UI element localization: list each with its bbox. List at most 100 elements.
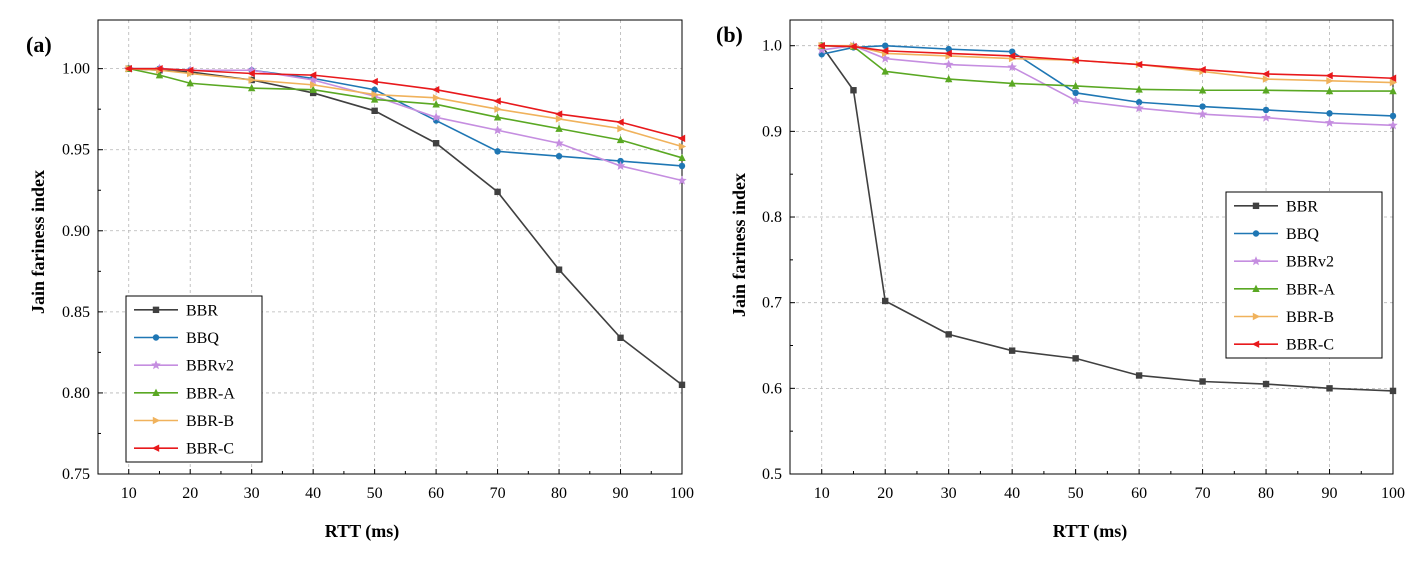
data-point xyxy=(1007,52,1016,60)
series-bbr-c xyxy=(124,64,686,143)
data-point xyxy=(371,107,378,114)
data-point xyxy=(616,135,625,144)
data-point xyxy=(1262,106,1270,114)
data-point xyxy=(944,49,952,58)
x-tick-label: 50 xyxy=(367,485,383,502)
series-bbr-b xyxy=(818,41,1398,87)
y-axis-title: Jain fariness index xyxy=(28,170,48,314)
data-point xyxy=(1388,74,1397,82)
data-point xyxy=(1007,62,1017,72)
data-point xyxy=(308,74,318,85)
legend-marker xyxy=(152,306,160,314)
y-tick-label: 0.6 xyxy=(762,380,782,397)
x-tick-label: 40 xyxy=(305,485,321,502)
x-tick-label: 50 xyxy=(1068,485,1084,502)
panel-label: (a) xyxy=(26,32,52,57)
data-point xyxy=(493,113,502,121)
legend-label: BBRv2 xyxy=(186,358,234,375)
legend-label: BBR-C xyxy=(186,441,234,458)
series-bbr-c xyxy=(817,41,1397,82)
data-point xyxy=(309,85,317,93)
data-point xyxy=(677,175,687,185)
legend-label: BBRv2 xyxy=(1286,254,1334,271)
data-point xyxy=(945,331,952,338)
data-point xyxy=(246,65,257,75)
data-point xyxy=(1070,95,1081,105)
legend-marker xyxy=(1252,230,1260,237)
data-point xyxy=(494,105,502,113)
legend-label: BBQ xyxy=(1286,226,1319,243)
legend-marker xyxy=(151,444,160,452)
data-point xyxy=(1134,60,1143,69)
data-point xyxy=(678,381,686,389)
data-point xyxy=(817,41,825,50)
data-point xyxy=(882,42,889,49)
data-point xyxy=(1134,103,1144,113)
series-bbr-a xyxy=(125,64,686,162)
x-tick-label: 100 xyxy=(670,485,694,502)
data-point xyxy=(944,74,953,83)
legend-item-bbrv2: BBRv2 xyxy=(1234,254,1334,271)
data-point xyxy=(555,124,563,132)
legend-item-bbq: BBQ xyxy=(134,330,219,347)
series-line xyxy=(128,67,683,159)
legend-marker xyxy=(152,416,161,425)
y-tick-label: 0.8 xyxy=(762,209,782,226)
y-axis-title: Jain fariness index xyxy=(729,173,749,317)
series-bbrv2 xyxy=(816,40,1398,130)
y-tick-label: 0.75 xyxy=(62,466,90,483)
data-point xyxy=(850,87,857,94)
data-point xyxy=(881,47,889,55)
data-point xyxy=(555,153,563,160)
legend-item-bbr-a: BBR-A xyxy=(1234,281,1335,298)
data-point xyxy=(186,79,194,87)
data-point xyxy=(1326,385,1333,392)
x-tick-label: 20 xyxy=(877,485,893,502)
data-point xyxy=(1198,86,1207,94)
data-point xyxy=(1199,378,1206,385)
y-tick-label: 0.7 xyxy=(762,295,782,312)
y-tick-label: 0.9 xyxy=(762,123,782,140)
data-point xyxy=(1135,99,1143,106)
legend-marker xyxy=(152,388,160,397)
panel-label: (b) xyxy=(716,22,743,47)
legend: BBR BBQ BBRv2 BBR-A BBR-B BBR-C xyxy=(1225,191,1383,359)
data-point xyxy=(880,53,890,63)
data-point xyxy=(309,89,317,97)
y-tick-label: 1.00 xyxy=(62,61,90,78)
x-tick-label: 100 xyxy=(1381,485,1405,502)
data-point xyxy=(1199,103,1206,110)
data-point xyxy=(431,112,441,122)
data-point xyxy=(1261,112,1271,122)
x-tick-label: 70 xyxy=(490,485,506,502)
data-point xyxy=(849,42,857,51)
x-tick-label: 40 xyxy=(1004,485,1020,502)
y-tick-label: 0.95 xyxy=(62,142,90,159)
data-point xyxy=(1135,85,1143,93)
series-bbq xyxy=(125,65,686,170)
data-point xyxy=(677,134,686,143)
data-point xyxy=(371,86,378,93)
data-point xyxy=(493,97,501,105)
data-point xyxy=(124,64,132,73)
y-tick-label: 0.80 xyxy=(62,385,90,402)
data-point xyxy=(555,266,563,273)
data-point xyxy=(1071,56,1079,64)
legend-label: BBQ xyxy=(186,330,219,347)
data-point xyxy=(678,153,686,162)
data-point xyxy=(1072,89,1079,97)
data-point xyxy=(1198,65,1206,74)
data-point xyxy=(616,118,624,126)
data-point xyxy=(432,100,440,108)
panel-a: 10 20 30 40 50 60 70 80 90 100 0.75 0.80 0.85 0.90 0.9… xyxy=(26,19,694,542)
data-point xyxy=(1262,86,1270,94)
legend-item-bbr-b: BBR-B xyxy=(134,413,234,430)
data-point xyxy=(1389,387,1397,395)
data-point xyxy=(1325,71,1333,80)
data-point xyxy=(615,160,626,170)
data-point xyxy=(555,115,564,123)
data-point xyxy=(678,162,686,170)
data-point xyxy=(1324,117,1335,127)
data-point xyxy=(943,59,954,69)
x-axis-title: RTT (ms) xyxy=(1053,521,1128,542)
